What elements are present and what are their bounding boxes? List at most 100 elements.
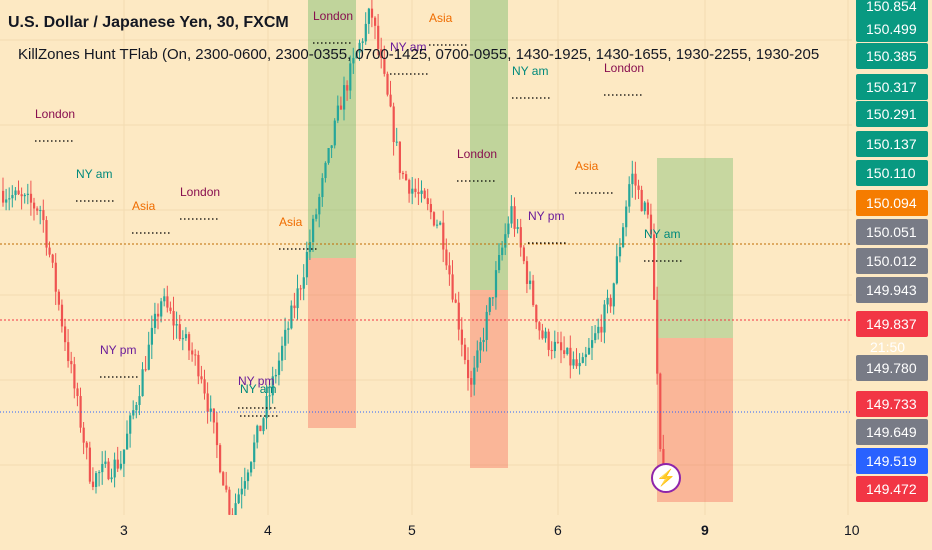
candle-body	[473, 367, 476, 385]
candle-body	[541, 330, 544, 339]
candle-body	[618, 247, 622, 257]
candle-body	[110, 477, 113, 480]
price-tag	[856, 190, 928, 216]
time-tick-label: 5	[408, 522, 416, 538]
session-label: NY pm	[528, 209, 564, 223]
price-tag	[856, 391, 928, 417]
candle-body	[553, 341, 556, 352]
candle-body	[299, 288, 302, 290]
session-label: NY pm	[238, 374, 274, 388]
candle-body	[178, 324, 181, 340]
symbol-title: U.S. Dollar / Japanese Yen, 30, FXCM	[8, 14, 289, 31]
candle-body	[516, 227, 519, 229]
candle-body	[308, 242, 312, 252]
candle-body	[457, 302, 460, 330]
candle-body	[11, 195, 14, 199]
candle-body	[535, 305, 538, 323]
price-tag	[856, 0, 928, 19]
candle-body	[538, 322, 541, 331]
price-tick-label: 150.854	[866, 0, 917, 14]
candle-body	[504, 234, 507, 248]
candle-body	[51, 254, 54, 263]
price-tag	[856, 419, 928, 445]
candle-body	[584, 354, 587, 358]
candle-body	[355, 52, 358, 58]
candle-body	[501, 247, 504, 256]
price-tag	[856, 101, 928, 127]
candle-body	[135, 404, 138, 411]
candle-body	[439, 222, 442, 225]
candle-body	[45, 220, 48, 248]
candle-body	[48, 247, 51, 255]
candle-body	[417, 191, 420, 194]
candle-body	[343, 85, 346, 110]
session-label: NY am	[240, 382, 276, 396]
candle-body	[563, 350, 566, 355]
candle-body	[392, 106, 395, 143]
candle-body	[572, 359, 575, 366]
candle-body	[60, 304, 64, 327]
indicator-legend[interactable]: KillZones Hunt TFlab (On, 2300-0600, 230…	[18, 46, 820, 63]
candle-body	[467, 359, 470, 379]
candle-body	[513, 206, 516, 229]
price-tick-label: 150.012	[866, 253, 917, 269]
session-label: NY am	[512, 64, 548, 78]
session-label: London	[180, 185, 220, 199]
candle-body	[411, 188, 414, 194]
candle-body	[597, 326, 600, 334]
candle-body	[622, 227, 625, 248]
candle-body	[256, 425, 259, 443]
candle-body	[222, 472, 225, 486]
price-tick-label: 150.094	[866, 195, 917, 211]
candle-body	[581, 357, 584, 363]
candle-body	[333, 120, 336, 146]
candle-body	[88, 447, 91, 482]
candle-body	[460, 329, 463, 345]
candle-body	[8, 198, 11, 200]
candle-body	[609, 297, 612, 307]
candle-body	[367, 8, 370, 24]
candle-body	[141, 369, 144, 397]
candle-body	[119, 463, 122, 469]
price-tick-label: 150.051	[866, 224, 917, 240]
candle-body	[659, 373, 662, 450]
candle-body	[181, 338, 184, 340]
candle-body	[79, 396, 82, 428]
candle-body	[101, 463, 104, 473]
candle-body	[640, 189, 643, 212]
candle-body	[395, 141, 398, 143]
candle-body	[370, 8, 374, 18]
candle-body	[653, 234, 656, 300]
candle-body	[600, 326, 603, 333]
price-tag	[856, 311, 928, 337]
candle-body	[631, 173, 634, 185]
lightning-icon[interactable]: ⚡	[651, 463, 681, 493]
trade-zone	[308, 0, 356, 258]
candle-body	[414, 188, 417, 192]
candle-body	[587, 347, 591, 355]
candle-body	[566, 347, 569, 355]
price-tick-label: 150.385	[866, 48, 917, 64]
candle-body	[591, 340, 594, 348]
candle-body	[646, 202, 649, 215]
candle-body	[246, 472, 250, 482]
candle-body	[82, 427, 85, 443]
trade-zone	[308, 258, 356, 428]
candle-body	[507, 223, 510, 235]
price-tag	[856, 476, 928, 502]
candle-body	[126, 433, 129, 450]
candle-body	[324, 162, 327, 179]
candle-body	[532, 280, 535, 306]
candle-body	[364, 23, 367, 42]
candle-body	[327, 148, 330, 163]
candle-body	[268, 395, 271, 397]
price-tick-label: 149.837	[866, 316, 917, 332]
price-tag	[856, 355, 928, 381]
candle-body	[544, 331, 547, 339]
candle-body	[14, 190, 17, 196]
price-tag	[856, 448, 928, 474]
candle-body	[634, 173, 637, 186]
candle-body	[39, 210, 42, 212]
price-tick-label: 150.137	[866, 136, 917, 152]
